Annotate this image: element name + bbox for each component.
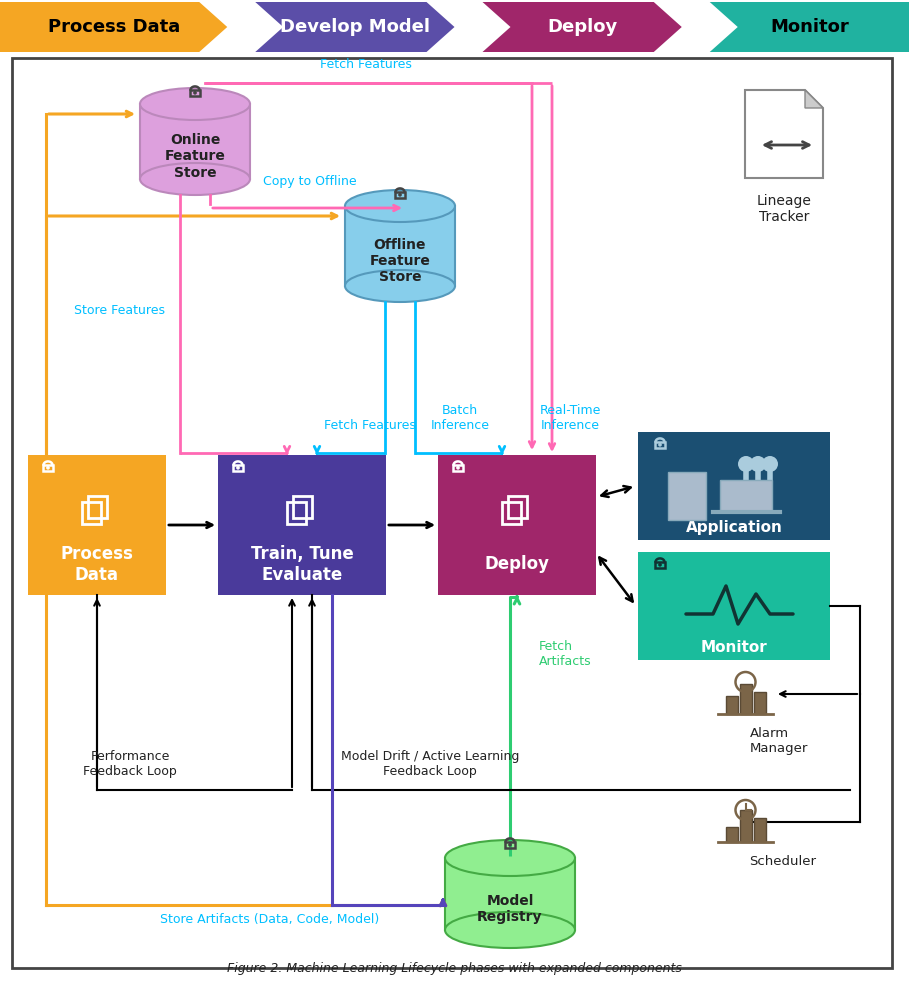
- Text: Real-Time
Inference: Real-Time Inference: [539, 404, 601, 432]
- Text: Offline
Feature
Store: Offline Feature Store: [370, 238, 431, 284]
- Bar: [655, 442, 664, 448]
- Bar: [293, 495, 312, 518]
- Circle shape: [738, 456, 754, 472]
- Circle shape: [762, 456, 778, 472]
- Circle shape: [237, 467, 239, 469]
- Text: Train, Tune
Evaluate: Train, Tune Evaluate: [251, 545, 354, 584]
- Bar: [234, 465, 243, 471]
- Bar: [668, 472, 706, 520]
- Bar: [44, 465, 53, 471]
- Circle shape: [194, 91, 196, 94]
- Bar: [726, 696, 738, 714]
- Bar: [638, 432, 830, 540]
- Text: Lineage
Tracker: Lineage Tracker: [756, 194, 812, 224]
- Bar: [454, 465, 463, 471]
- Circle shape: [659, 563, 661, 566]
- Text: Scheduler: Scheduler: [750, 855, 816, 868]
- Text: Store Features: Store Features: [74, 304, 165, 317]
- Text: Model
Registry: Model Registry: [477, 894, 543, 924]
- Polygon shape: [483, 2, 682, 52]
- Text: Monitor: Monitor: [701, 640, 767, 655]
- Text: Process
Data: Process Data: [61, 545, 134, 584]
- Ellipse shape: [345, 270, 455, 302]
- Bar: [502, 502, 521, 524]
- Text: Fetch Features: Fetch Features: [320, 58, 412, 71]
- Bar: [218, 455, 386, 595]
- Polygon shape: [0, 2, 227, 52]
- Polygon shape: [745, 90, 823, 178]
- Text: Copy to Offline: Copy to Offline: [264, 176, 357, 189]
- Circle shape: [457, 467, 459, 469]
- Ellipse shape: [445, 912, 575, 948]
- Ellipse shape: [140, 88, 250, 120]
- Bar: [140, 104, 250, 179]
- Bar: [505, 842, 514, 848]
- Bar: [740, 684, 752, 714]
- Text: Fetch
Artifacts: Fetch Artifacts: [539, 640, 592, 668]
- Bar: [438, 455, 596, 595]
- Ellipse shape: [445, 840, 575, 876]
- Text: Performance
Feedback Loop: Performance Feedback Loop: [83, 750, 177, 778]
- Text: Fetch Features: Fetch Features: [325, 419, 416, 432]
- Bar: [638, 552, 830, 660]
- Circle shape: [750, 456, 766, 472]
- Bar: [28, 455, 166, 595]
- Ellipse shape: [140, 163, 250, 195]
- Bar: [445, 858, 575, 930]
- Bar: [345, 206, 455, 286]
- Circle shape: [47, 467, 49, 469]
- Bar: [726, 827, 738, 842]
- Polygon shape: [255, 2, 454, 52]
- Text: Deploy: Deploy: [547, 18, 617, 36]
- Circle shape: [399, 194, 401, 196]
- Bar: [88, 495, 106, 518]
- Bar: [82, 502, 101, 524]
- Text: Store Artifacts (Data, Code, Model): Store Artifacts (Data, Code, Model): [160, 913, 380, 926]
- Circle shape: [659, 443, 661, 446]
- Bar: [754, 818, 766, 842]
- Bar: [754, 692, 766, 714]
- Text: Figure 2. Machine Learning Lifecycle phases with expanded components: Figure 2. Machine Learning Lifecycle pha…: [227, 962, 682, 975]
- Text: Process Data: Process Data: [47, 18, 180, 36]
- Text: Deploy: Deploy: [484, 555, 550, 573]
- Circle shape: [509, 843, 511, 846]
- Text: Model Drift / Active Learning
Feedback Loop: Model Drift / Active Learning Feedback L…: [341, 750, 519, 778]
- Text: Online
Feature
Store: Online Feature Store: [165, 134, 225, 180]
- Text: Monitor: Monitor: [770, 18, 849, 36]
- Text: Batch
Inference: Batch Inference: [431, 404, 490, 432]
- Bar: [655, 562, 664, 568]
- Bar: [740, 810, 752, 842]
- Text: Develop Model: Develop Model: [280, 18, 430, 36]
- Polygon shape: [805, 90, 823, 108]
- Bar: [191, 90, 200, 96]
- Bar: [287, 502, 305, 524]
- Bar: [395, 192, 405, 199]
- Text: Application: Application: [685, 520, 783, 535]
- Bar: [720, 480, 772, 512]
- Polygon shape: [710, 2, 909, 52]
- Bar: [508, 495, 526, 518]
- Text: Alarm
Manager: Alarm Manager: [750, 727, 808, 755]
- Ellipse shape: [345, 190, 455, 222]
